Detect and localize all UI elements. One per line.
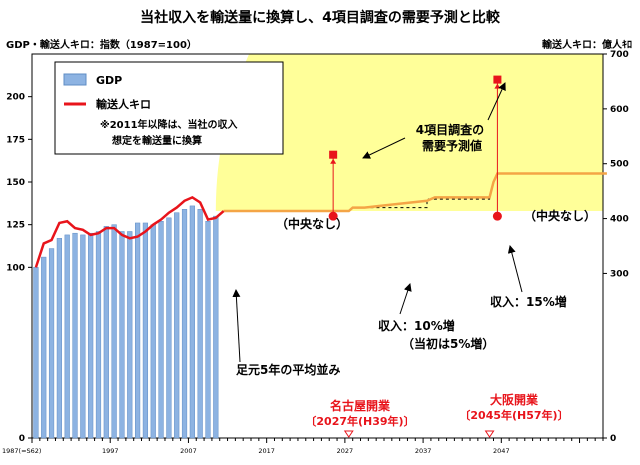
opening-marker — [343, 430, 354, 438]
osaka-year: 〔2045年(H57年)〕 — [459, 408, 568, 422]
gdp-bar — [205, 221, 211, 439]
gdp-bar — [33, 267, 39, 439]
x-tick-label: 1997 — [102, 447, 119, 455]
gdp-bar — [174, 212, 180, 439]
gdp-bar — [213, 215, 219, 439]
x-axis: 1987(=S62) 1997 2007 2017 2027 2037 2047 — [2, 438, 604, 455]
legend: GDP 輸送人キロ ※2011年以降は、当社の収入 想定を輸送量に換算 — [54, 61, 284, 155]
forecast-dot-marker — [328, 211, 338, 221]
avg5-label: 足元5年の平均並み — [236, 362, 340, 377]
left-tick-label: 175 — [6, 135, 25, 145]
income-10-sublabel: （当初は5%増） — [402, 336, 494, 351]
legend-note-line2: 想定を輸送量に換算 — [111, 134, 202, 147]
x-tick-label: 2017 — [258, 447, 275, 455]
left-tick-label: 200 — [6, 93, 25, 103]
gdp-bar — [158, 221, 164, 439]
chart-title: 当社収入を輸送量に換算し、4項目調査の需要予測と比較 — [140, 9, 501, 26]
gdp-bar — [88, 232, 94, 439]
left-tick-label: 150 — [6, 178, 25, 188]
gdp-bar — [41, 256, 47, 439]
legend-gdp-swatch — [63, 73, 87, 86]
nagoya-title: 名古屋開業 — [330, 398, 391, 413]
opening-markers — [343, 430, 495, 438]
right-axis: 0 300 400 500 600 700 — [603, 50, 629, 444]
gdp-bar — [80, 234, 86, 439]
income-15-arrow — [507, 245, 523, 293]
nagoya-year: 〔2027年(H39年)〕 — [305, 414, 414, 428]
left-axis: 0 100 125 150 175 200 — [6, 93, 32, 444]
annotation-survey: 4項目調査の 需要予測値 — [416, 122, 489, 153]
osaka-title: 大阪開業 — [490, 392, 539, 407]
forecast-high-marker — [493, 75, 502, 84]
traffic-line — [34, 195, 225, 268]
income-10-label: 収入：10%増 — [378, 318, 455, 333]
legend-box — [54, 61, 284, 155]
gdp-bar — [103, 226, 109, 439]
right-axis-label: 輸送人キロ：億人ｷﾛ — [542, 38, 632, 51]
x-tick-label: 2047 — [493, 447, 510, 455]
survey-arrow-right — [487, 82, 506, 121]
income-15-label: 収入：15%増 — [490, 294, 567, 309]
gdp-bar — [134, 222, 141, 439]
legend-traffic-label: 輸送人キロ — [96, 97, 151, 111]
gdp-bar — [150, 224, 156, 439]
x-tick-label: 1987(=S62) — [2, 447, 41, 455]
opening-marker — [484, 430, 495, 438]
right-tick-label: 600 — [610, 105, 629, 115]
gdp-bar — [56, 238, 62, 439]
left-tick-label: 125 — [6, 221, 25, 231]
forecast-markers — [328, 75, 502, 221]
gdp-bar — [64, 234, 70, 439]
forecast-high-marker — [329, 150, 338, 159]
gdp-bar — [119, 231, 125, 439]
forecast-arrow-up — [330, 158, 337, 164]
right-tick-label: 400 — [610, 215, 629, 225]
income-10-arrow — [399, 283, 412, 315]
gdp-bar — [189, 205, 195, 439]
legend-note-line1: ※2011年以降は、当社の収入 — [100, 118, 238, 131]
x-tick-label: 2027 — [337, 447, 354, 455]
left-tick-label: 0 — [19, 434, 25, 444]
gdp-bar — [127, 231, 133, 439]
forecast-line — [223, 172, 607, 213]
x-tick-label: 2037 — [415, 447, 432, 455]
gdp-bar — [197, 209, 203, 439]
no-central-label-1: （中央なし） — [276, 216, 348, 231]
legend-gdp-label: GDP — [96, 74, 122, 87]
no-central-label-2: （中央なし） — [524, 208, 596, 223]
forecast-shade — [215, 54, 603, 212]
right-tick-label: 300 — [610, 269, 629, 279]
gdp-bar — [166, 217, 172, 439]
right-tick-label: 500 — [610, 160, 629, 170]
gdp-bars — [33, 205, 219, 439]
gdp-bar — [142, 222, 149, 439]
plot-frame — [31, 53, 604, 439]
gdp-bar — [181, 209, 188, 439]
gdp-bar — [111, 224, 117, 439]
forecast-dot-marker — [492, 211, 502, 221]
x-tick-label: 2007 — [180, 447, 197, 455]
survey-arrow-left — [362, 137, 406, 159]
left-axis-label: GDP・輸送人キロ：指数（1987=100） — [6, 38, 197, 51]
gdp-bar — [48, 248, 55, 439]
gdp-bar — [72, 232, 78, 439]
gdp-bar — [95, 231, 102, 439]
left-tick-label: 100 — [6, 263, 25, 273]
right-tick-label: 700 — [610, 50, 629, 60]
right-tick-label: 0 — [610, 434, 616, 444]
avg5-arrow — [232, 289, 241, 363]
